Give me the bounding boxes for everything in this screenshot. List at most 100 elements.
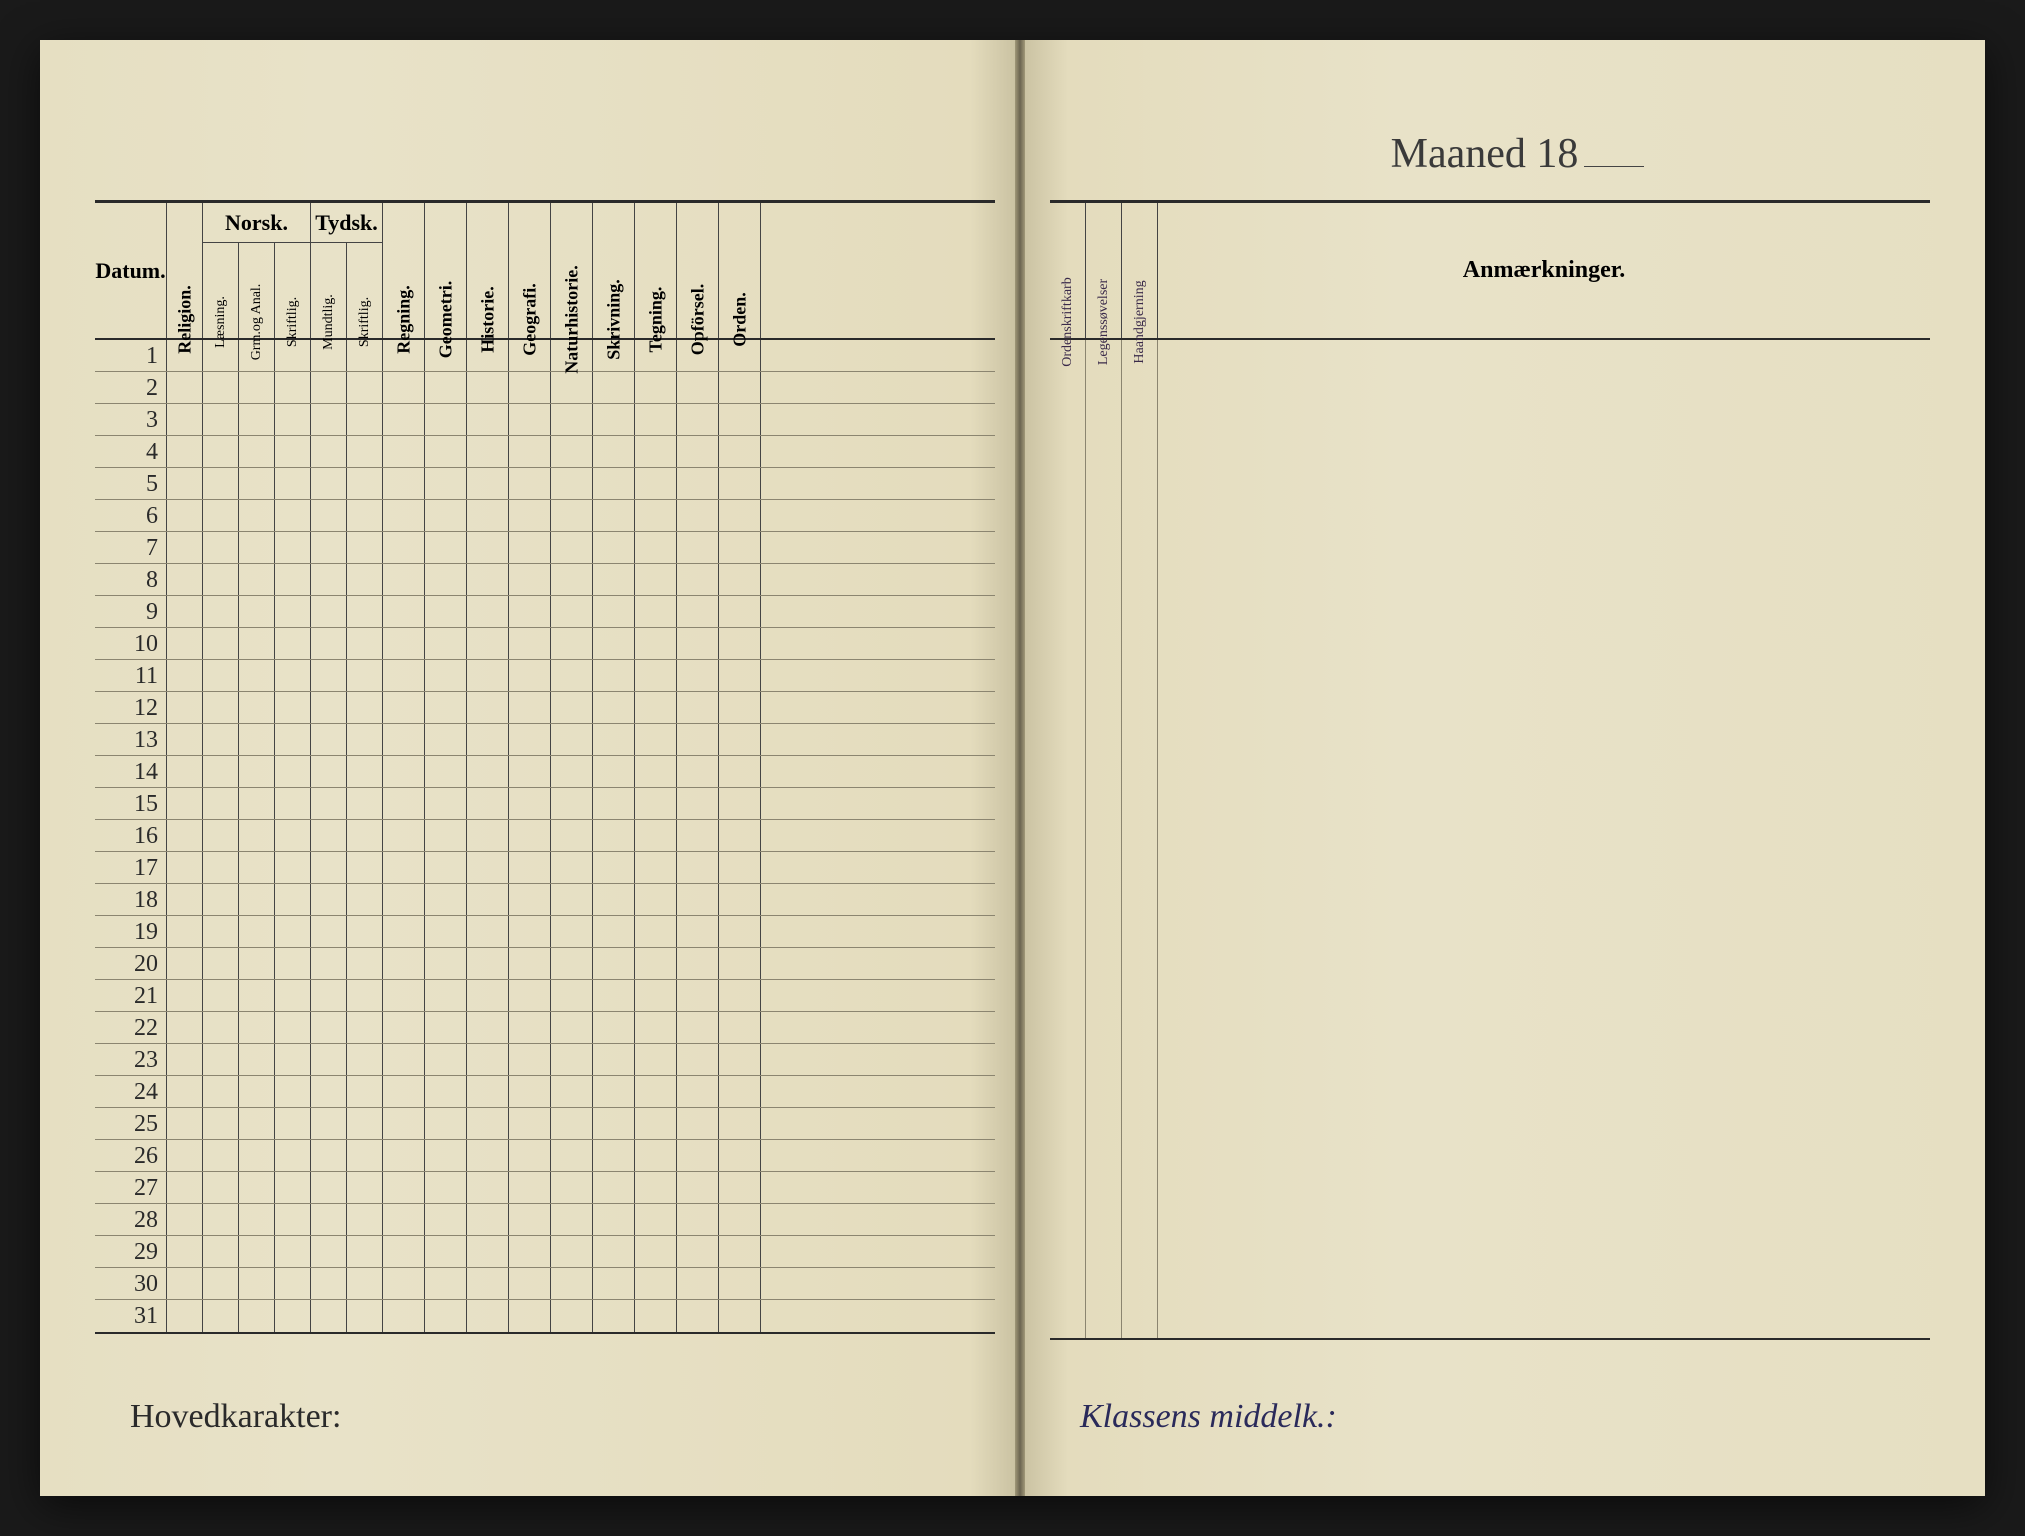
table-cell (425, 1012, 467, 1043)
table-cell (311, 564, 347, 595)
table-cell (635, 1300, 677, 1332)
table-cell (509, 1204, 551, 1235)
table-cell (719, 980, 761, 1011)
table-cell (383, 1268, 425, 1299)
table-cell (167, 1300, 203, 1332)
table-cell (593, 404, 635, 435)
table-cell (593, 468, 635, 499)
table-row: 12 (95, 692, 995, 724)
table-cell (719, 1012, 761, 1043)
table-cell (635, 596, 677, 627)
table-row: 22 (95, 1012, 995, 1044)
table-cell (425, 980, 467, 1011)
table-cell (635, 756, 677, 787)
table-cell (593, 1236, 635, 1267)
table-cell (275, 980, 311, 1011)
table-cell (347, 1172, 383, 1203)
table-cell (593, 916, 635, 947)
table-cell (509, 436, 551, 467)
table-cell (311, 404, 347, 435)
table-cell (719, 1172, 761, 1203)
table-cell (239, 628, 275, 659)
table-cell (239, 1300, 275, 1332)
left-data-rows: 1234567891011121314151617181920212223242… (95, 340, 995, 1334)
table-cell (635, 1204, 677, 1235)
table-cell (509, 820, 551, 851)
table-cell (239, 372, 275, 403)
table-cell (593, 788, 635, 819)
table-cell (635, 692, 677, 723)
table-cell (677, 532, 719, 563)
table-row: 5 (95, 468, 995, 500)
table-cell (275, 372, 311, 403)
row-number: 22 (95, 1012, 167, 1043)
row-number: 12 (95, 692, 167, 723)
col-skrivning: Skrivning. (593, 203, 635, 338)
table-cell (593, 692, 635, 723)
table-cell (311, 1300, 347, 1332)
table-row: 26 (95, 1140, 995, 1172)
table-cell (203, 1300, 239, 1332)
table-cell (467, 500, 509, 531)
table-cell (467, 404, 509, 435)
table-cell (167, 372, 203, 403)
table-cell (275, 468, 311, 499)
table-cell (467, 948, 509, 979)
table-cell (239, 884, 275, 915)
table-cell (383, 756, 425, 787)
table-cell (347, 916, 383, 947)
table-cell (467, 1108, 509, 1139)
table-cell (425, 916, 467, 947)
table-cell (425, 1268, 467, 1299)
table-cell (677, 628, 719, 659)
table-cell (551, 756, 593, 787)
table-cell (167, 564, 203, 595)
table-cell (311, 500, 347, 531)
table-cell (311, 788, 347, 819)
table-cell (347, 596, 383, 627)
table-cell (311, 1140, 347, 1171)
table-cell (347, 1108, 383, 1139)
table-cell (719, 756, 761, 787)
table-cell (383, 564, 425, 595)
row-number: 11 (95, 660, 167, 691)
table-cell (467, 916, 509, 947)
table-cell (167, 820, 203, 851)
table-cell (677, 596, 719, 627)
table-cell (383, 628, 425, 659)
table-cell (551, 1268, 593, 1299)
table-cell (635, 660, 677, 691)
tydsk-sub-0: Mundtlig. (311, 243, 347, 338)
table-row: 15 (95, 788, 995, 820)
table-row: 30 (95, 1268, 995, 1300)
col-tegning: Tegning. (635, 203, 677, 338)
table-cell (677, 372, 719, 403)
table-cell (275, 1172, 311, 1203)
table-cell (467, 1300, 509, 1332)
table-cell (719, 1044, 761, 1075)
table-cell (203, 500, 239, 531)
table-cell (239, 1140, 275, 1171)
table-cell (593, 532, 635, 563)
table-cell (383, 1012, 425, 1043)
table-cell (509, 532, 551, 563)
table-cell (719, 1236, 761, 1267)
table-row: 14 (95, 756, 995, 788)
table-cell (203, 468, 239, 499)
table-cell (311, 1236, 347, 1267)
table-cell (509, 404, 551, 435)
table-cell (551, 596, 593, 627)
table-cell (593, 436, 635, 467)
table-row: 18 (95, 884, 995, 916)
table-cell (635, 372, 677, 403)
table-cell (551, 916, 593, 947)
table-cell (203, 1204, 239, 1235)
table-cell (167, 1140, 203, 1171)
row-number: 31 (95, 1300, 167, 1332)
table-cell (677, 436, 719, 467)
title-year-blank (1584, 166, 1644, 167)
col-group-norsk: Norsk. Læsning. Grm.og Anal. Skriftlig. (203, 203, 311, 338)
table-cell (677, 564, 719, 595)
table-cell (425, 1140, 467, 1171)
row-number: 16 (95, 820, 167, 851)
